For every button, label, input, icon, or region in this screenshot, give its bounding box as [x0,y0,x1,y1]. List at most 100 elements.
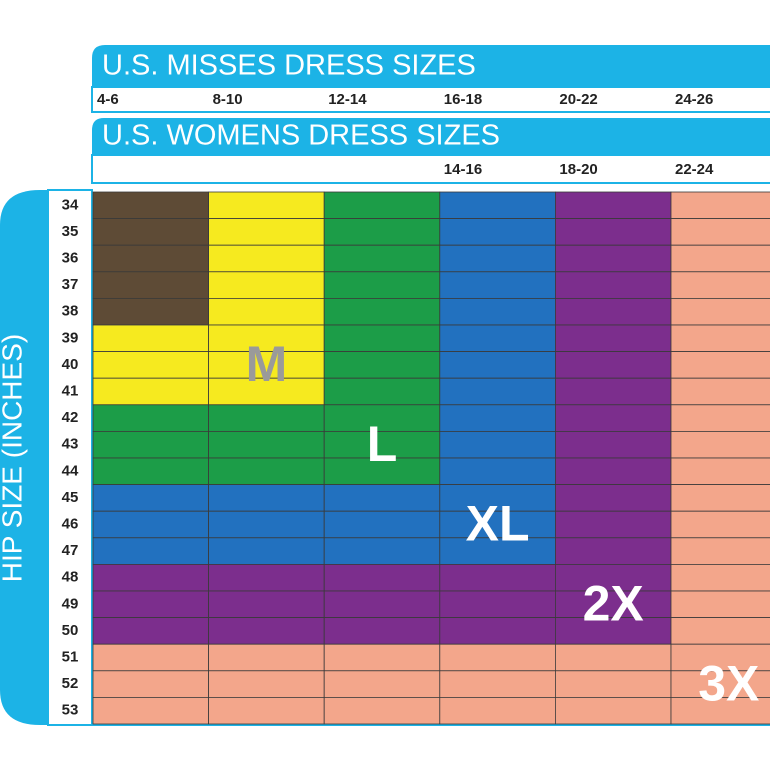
grid-cell [92,191,209,220]
grid-cell [92,297,209,326]
grid-cell [670,537,770,565]
misses-size: 16-18 [444,91,482,108]
grid-cell [555,324,672,353]
grid-cell [670,590,770,619]
grid-cell [439,191,556,220]
hip-size: 51 [62,648,79,665]
grid-cell [670,643,770,672]
womens-title: U.S. WOMENS DRESS SIZES [102,120,500,152]
grid-cell [555,670,672,698]
grid-cell [208,484,325,512]
hip-size: 40 [62,356,79,373]
grid-cell [323,244,441,273]
grid-cell [208,430,325,459]
grid-cell [208,590,325,619]
grid-cell [555,484,672,512]
side-label: HIP SIZE (INCHES) [0,334,27,582]
grid-cell [323,404,441,432]
grid-cell [323,297,441,326]
hip-size: 47 [62,542,79,559]
grid-cell [208,670,325,698]
size-label: 2X [583,576,644,632]
grid-cell [555,564,672,592]
grid-cell [439,351,556,379]
grid-cell [323,484,441,512]
grid-cell [670,324,770,353]
grid-cell [92,457,209,486]
grid-cell [439,404,556,432]
grid-cell [439,617,556,645]
size-label: M [246,336,288,392]
grid-cell [670,564,770,592]
grid-cell [323,617,441,645]
grid-cell [670,457,770,486]
grid-cell [670,351,770,379]
grid-cell [439,297,556,326]
hip-size: 45 [62,489,79,506]
grid-cell [670,510,770,539]
grid-cell [439,510,556,539]
hip-size: 38 [62,303,79,320]
grid-cell [323,564,441,592]
grid-cell [555,377,672,406]
grid-cell [555,590,672,619]
grid-cell [92,351,209,379]
misses-bar [92,45,770,87]
grid-cell [208,271,325,299]
grid-cell [439,670,556,698]
grid-cell [92,697,209,725]
grid-cell [208,697,325,725]
grid-cell [323,590,441,619]
grid-cell [92,564,209,592]
grid-cell [92,244,209,273]
grid-cell [670,430,770,459]
grid-cell [92,537,209,565]
hip-size: 50 [62,622,79,639]
grid-cell [208,297,325,326]
grid-cell [555,351,672,379]
grid-cell [208,457,325,486]
grid-cell [555,404,672,432]
grid-cell [439,324,556,353]
grid-cell [670,191,770,220]
grid-cell [670,617,770,645]
hip-size: 52 [62,675,79,692]
misses-size: 20-22 [559,91,597,108]
grid-cell [555,430,672,459]
grid-cell [670,218,770,246]
grid-cell [92,324,209,353]
hip-size: 41 [62,382,79,399]
hip-size: 43 [62,436,79,453]
grid-cell [670,297,770,326]
misses-size: 24-26 [675,91,713,108]
misses-title: U.S. MISSES DRESS SIZES [102,50,476,82]
grid-cell [92,617,209,645]
grid-cell [439,377,556,406]
misses-size-row [91,86,770,113]
grid-cell [670,697,770,725]
grid-cell [323,430,441,459]
misses-size: 12-14 [328,91,367,108]
grid-cell [323,218,441,246]
grid-cell [555,643,672,672]
hip-size: 53 [62,702,79,719]
grid-cell [555,510,672,539]
grid-cell [208,244,325,273]
grid-cell [439,430,556,459]
grid-cell [439,484,556,512]
size-label: 3X [698,655,759,711]
hip-size: 37 [62,276,79,293]
grid-cell [92,670,209,698]
grid-cell [555,191,672,220]
grid-cell [208,537,325,565]
hip-size: 44 [62,462,79,479]
grid-cell [323,510,441,539]
grid-cell [92,484,209,512]
grid-cell [555,537,672,565]
grid-cell [439,643,556,672]
grid-cell [323,457,441,486]
grid-cell [555,218,672,246]
grid-cell [323,643,441,672]
grid-cell [208,617,325,645]
grid-cell [555,244,672,273]
